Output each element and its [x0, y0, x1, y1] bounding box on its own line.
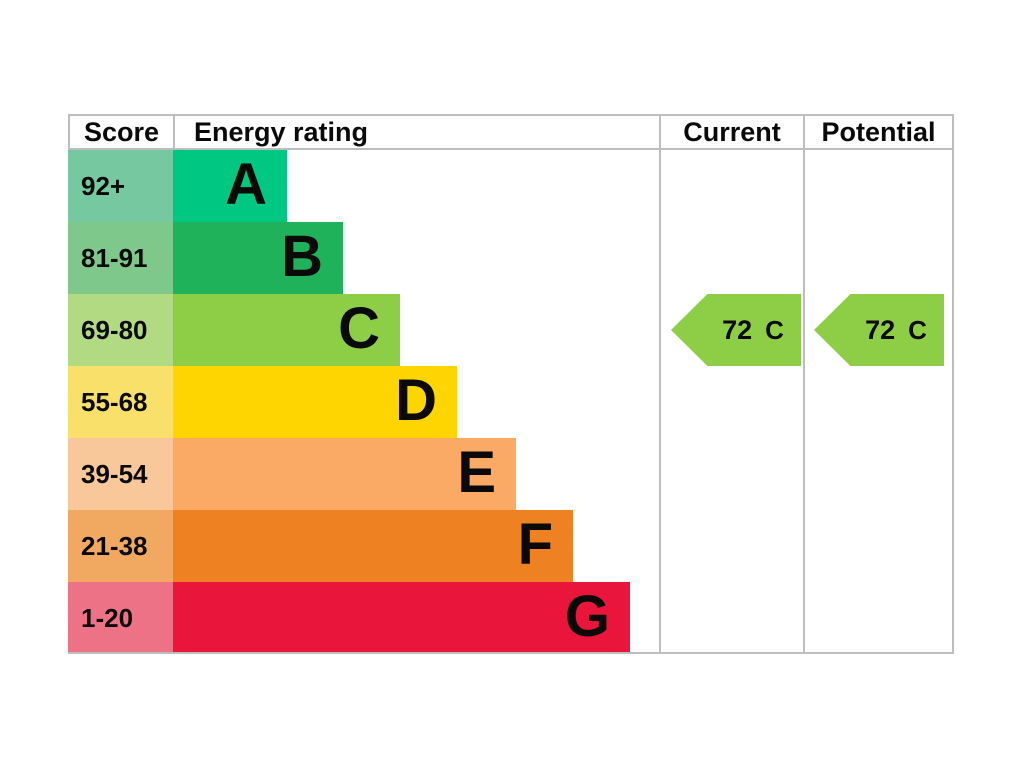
- rating-bar-e: E: [173, 438, 516, 510]
- rating-letter-g: G: [564, 584, 610, 649]
- band-row-a: 92+ A: [68, 150, 659, 222]
- table-bottom-border: [68, 652, 954, 654]
- score-range-e: 39-54: [81, 458, 148, 489]
- score-range-c: 69-80: [81, 314, 148, 345]
- rating-bar-d: D: [173, 366, 457, 438]
- rating-bar-a: A: [173, 150, 287, 222]
- header-current: Current: [659, 116, 803, 148]
- rating-letter-e: E: [457, 440, 496, 505]
- band-row-g: 1-20 G: [68, 582, 659, 654]
- rating-letter-b: B: [281, 224, 323, 289]
- rating-letter-f: F: [517, 512, 553, 577]
- rating-bar-c: C: [173, 294, 400, 366]
- table-header-row: Score Energy rating Current Potential: [68, 114, 954, 150]
- band-rows: 92+ A 81-91 B 69-80 C 55-68: [68, 150, 659, 654]
- score-range-a: 92+: [81, 170, 126, 201]
- score-cell-f: 21-38: [68, 510, 173, 582]
- header-energy-rating: Energy rating: [173, 116, 659, 148]
- epc-rating-chart: Score Energy rating Current Potential 92…: [68, 114, 954, 654]
- current-rating-value: 72: [722, 314, 753, 345]
- potential-rating-band: C: [908, 315, 927, 345]
- score-range-d: 55-68: [81, 386, 148, 417]
- header-score: Score: [68, 116, 173, 148]
- band-row-b: 81-91 B: [68, 222, 659, 294]
- band-row-f: 21-38 F: [68, 510, 659, 582]
- band-row-d: 55-68 D: [68, 366, 659, 438]
- score-cell-a: 92+: [68, 150, 173, 222]
- current-rating-band: C: [765, 315, 784, 345]
- score-cell-g: 1-20: [68, 582, 173, 654]
- rating-bar-b: B: [173, 222, 343, 294]
- potential-column: 72 C: [803, 150, 954, 654]
- header-potential: Potential: [803, 116, 954, 148]
- current-column: 72 C: [659, 150, 803, 654]
- potential-rating-value: 72: [865, 314, 896, 345]
- rating-bar-g: G: [173, 582, 630, 654]
- score-cell-b: 81-91: [68, 222, 173, 294]
- score-cell-d: 55-68: [68, 366, 173, 438]
- rating-bar-f: F: [173, 510, 573, 582]
- score-range-b: 81-91: [81, 242, 148, 273]
- score-cell-c: 69-80: [68, 294, 173, 366]
- score-range-f: 21-38: [81, 530, 148, 561]
- band-row-c: 69-80 C: [68, 294, 659, 366]
- potential-rating-arrow: 72 C: [814, 294, 944, 366]
- current-rating-arrow: 72 C: [671, 294, 801, 366]
- score-range-g: 1-20: [81, 602, 134, 633]
- score-cell-e: 39-54: [68, 438, 173, 510]
- band-row-e: 39-54 E: [68, 438, 659, 510]
- rating-letter-c: C: [338, 296, 380, 361]
- rating-letter-d: D: [395, 368, 437, 433]
- rating-letter-a: A: [225, 152, 267, 217]
